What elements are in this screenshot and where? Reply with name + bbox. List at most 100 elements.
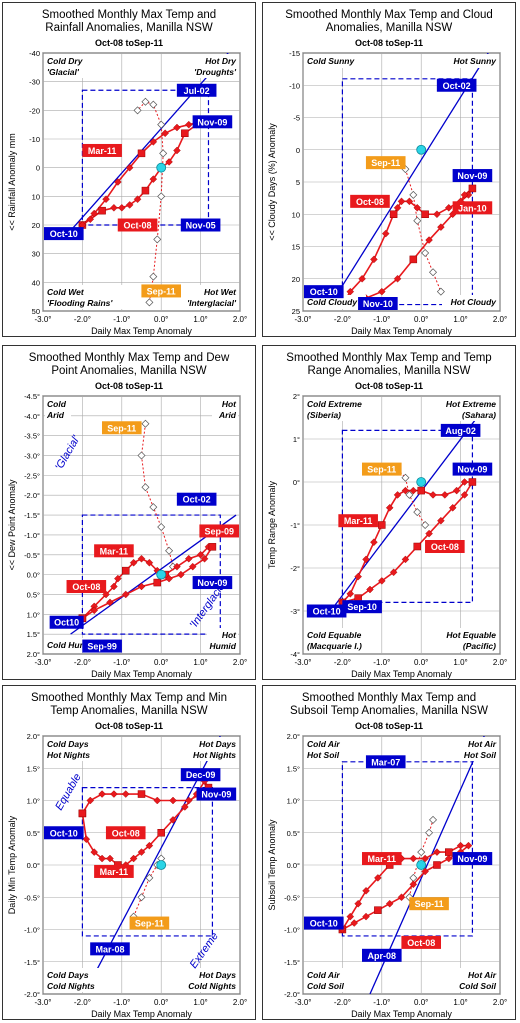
series-point [177, 570, 185, 579]
callout-label-box [196, 787, 237, 801]
y-tick-label: -1.5° [24, 511, 40, 520]
chart-panel-rainfall: Smoothed Monthly Max Temp and Rainfall An… [2, 2, 256, 337]
callout-label-box [440, 423, 481, 437]
series-point-open [421, 248, 430, 257]
y-tick-label: -1.5° [284, 958, 300, 967]
corner-label-bg [182, 54, 238, 78]
chart-panel-cloud: Smoothed Monthly Max Temp and Cloud Anoma… [262, 2, 516, 337]
series-point [452, 486, 461, 495]
series-point [106, 854, 114, 863]
callout-label-box [180, 768, 221, 782]
corner-label: Hot Cloudy [451, 297, 498, 307]
y-tick-label: -2.0° [24, 491, 40, 500]
corner-label: Hot Air [468, 970, 497, 980]
series-point [413, 204, 422, 212]
x-tick-label: -1.0° [373, 658, 390, 667]
chart-title-line: Temp Anomalies, Manilla NSW [50, 705, 207, 717]
y-tick-label: -1° [290, 521, 300, 530]
series-point-open [401, 473, 410, 482]
y-tick-label: 1.5° [27, 764, 40, 773]
callout-label-box [90, 942, 130, 956]
series-point [437, 223, 445, 231]
series-point [90, 209, 99, 218]
callout-label-box [117, 218, 158, 232]
callout-label-text: Aug-02 [445, 426, 476, 436]
callout-label-text: Mar-11 [368, 854, 397, 864]
series-point-square [378, 521, 386, 529]
series-point [165, 574, 173, 583]
y-tick-label: 0.5° [27, 590, 40, 599]
series-point-open [149, 272, 158, 281]
y-tick-label: 2.0° [27, 650, 40, 659]
series-point [133, 195, 142, 203]
series-point [114, 574, 122, 583]
series-point [460, 491, 469, 499]
corner-label: Hot Nights [47, 750, 90, 760]
y-tick-label: -5 [293, 114, 300, 123]
series-point-square [445, 848, 453, 856]
y-tick-label: 0 [296, 146, 300, 155]
series-point [346, 590, 355, 598]
callout-label-box [365, 156, 406, 170]
series-point [169, 796, 177, 805]
chart-title-line: Range Anomalies, Manilla NSW [308, 365, 471, 377]
series-point [184, 554, 193, 563]
x-tick-label: -2.0° [334, 998, 351, 1007]
callout-label-box [452, 169, 493, 183]
plot-layer [330, 412, 481, 612]
corner-label: Cold Sunny [307, 56, 355, 66]
y-tick-label: 2.0° [27, 732, 40, 741]
callout-label-box [452, 201, 493, 215]
series-point [86, 215, 95, 224]
series-point-open [157, 192, 166, 201]
chart-subtitle: Oct-08 toSep-11 [95, 381, 163, 391]
callout-label-box [362, 852, 402, 866]
series-point [110, 582, 118, 591]
corner-label: Hot Air [468, 739, 497, 749]
series-point-square [141, 186, 150, 195]
series-point [181, 803, 189, 811]
x-tick-label: -3.0° [295, 315, 312, 324]
x-tick-label: 1.0° [453, 998, 467, 1007]
callout-label-box [338, 514, 378, 528]
corner-label: Cold Equable [307, 630, 362, 640]
x-tick-label: -3.0° [295, 658, 312, 667]
corner-label: Hot Dry [205, 56, 237, 66]
series-point-square [137, 790, 146, 798]
series-point-open [153, 235, 162, 244]
corner-label-bg [177, 968, 238, 992]
chart-svg-cloud: Smoothed Monthly Max Temp and CloudAnoma… [267, 9, 507, 336]
y-tick-label: 1.0° [27, 797, 40, 806]
corner-label: Cold [47, 399, 67, 409]
x-tick-label: -2.0° [74, 658, 91, 667]
callout-label-box [436, 78, 477, 92]
x-axis-label: Daily Max Temp Anomaly [351, 1009, 452, 1019]
y-axis-label: Temp Range Anomaly [267, 480, 277, 569]
x-axis-label: Daily Max Temp Anomaly [91, 326, 192, 336]
series-point-open [413, 216, 422, 225]
series-point-square [98, 206, 106, 215]
callout-label-box [176, 492, 217, 506]
callout-label-text: Oct-10 [313, 607, 341, 617]
callout-label-box [180, 218, 221, 232]
callout-label-text: Oct10 [54, 618, 79, 628]
callout-label-text: Oct-02 [183, 495, 211, 505]
chart-svg-temp-range: Smoothed Monthly Max Temp and TempRange … [267, 352, 507, 679]
callout-label-text: Nov-09 [457, 465, 487, 475]
series-point [429, 491, 437, 499]
series-point [173, 562, 181, 571]
series-point [145, 841, 154, 850]
y-tick-label: -1.0° [24, 926, 40, 935]
series-point [448, 504, 457, 512]
series-point [200, 554, 209, 563]
callout-label-text: Sep-11 [371, 158, 400, 168]
series-point [362, 912, 370, 921]
callout-label-box [192, 576, 233, 590]
chart-subtitle: Oct-08 toSep-11 [355, 721, 423, 731]
y-tick-label: 0.0° [27, 861, 40, 870]
series-point [433, 848, 441, 856]
callout-label-box [94, 544, 134, 558]
series-point [425, 529, 433, 538]
y-tick-label: 1.0° [27, 610, 40, 619]
